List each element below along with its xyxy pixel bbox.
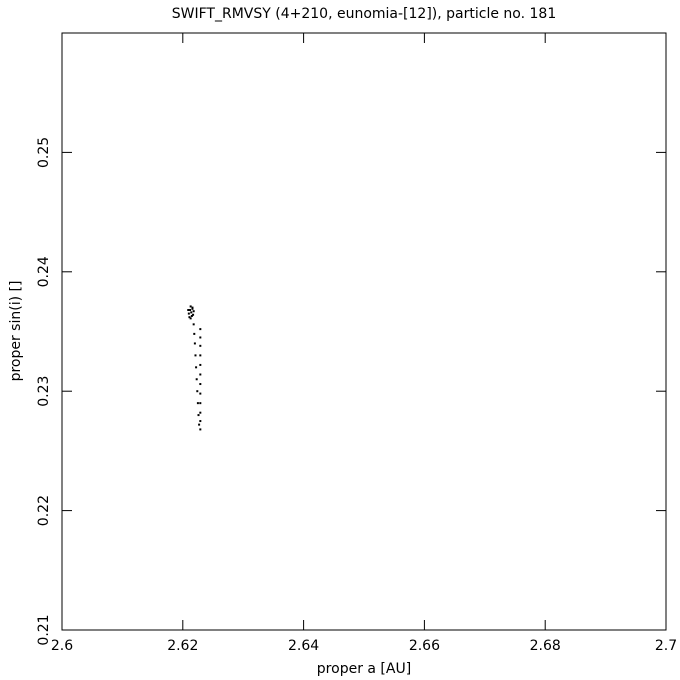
point <box>199 328 202 331</box>
x-tick-label: 2.6 <box>51 638 73 654</box>
point <box>199 336 202 339</box>
point <box>193 332 196 335</box>
x-tick-label: 2.7 <box>655 638 677 654</box>
point <box>189 305 192 308</box>
point <box>189 317 192 320</box>
point <box>199 363 202 366</box>
point <box>199 411 202 414</box>
x-tick-label: 2.68 <box>530 638 561 654</box>
y-tick-label: 0.21 <box>36 614 52 645</box>
point <box>189 309 192 312</box>
x-tick-label: 2.64 <box>288 638 319 654</box>
x-tick-label: 2.62 <box>167 638 198 654</box>
chart-title: SWIFT_RMVSY (4+210, eunomia-[12]), parti… <box>172 6 556 22</box>
point <box>194 354 197 357</box>
point <box>192 313 195 316</box>
point <box>197 414 200 417</box>
y-tick-label: 0.24 <box>36 256 52 287</box>
point <box>195 366 198 369</box>
point <box>199 402 202 405</box>
point <box>192 323 195 326</box>
point <box>187 309 190 312</box>
point <box>193 342 196 345</box>
x-tick-label: 2.66 <box>409 638 440 654</box>
point <box>199 373 202 376</box>
plot-frame <box>61 32 667 631</box>
point <box>199 344 202 347</box>
point <box>192 310 195 313</box>
point <box>196 390 199 393</box>
y-tick-label: 0.25 <box>36 137 52 168</box>
point <box>187 312 190 315</box>
point <box>199 383 202 386</box>
point <box>190 314 193 317</box>
point <box>188 316 191 319</box>
point <box>190 311 193 314</box>
point <box>199 354 202 357</box>
point <box>195 378 198 381</box>
point <box>199 392 202 395</box>
point <box>199 428 202 431</box>
y-tick-label: 0.22 <box>36 495 52 526</box>
point <box>191 306 194 309</box>
y-axis-label: proper sin(i) [] <box>8 281 24 382</box>
point <box>198 423 201 426</box>
point <box>196 402 199 405</box>
point <box>191 307 194 310</box>
x-axis-label: proper a [AU] <box>317 661 411 677</box>
point <box>199 420 202 423</box>
y-tick-label: 0.23 <box>36 376 52 407</box>
